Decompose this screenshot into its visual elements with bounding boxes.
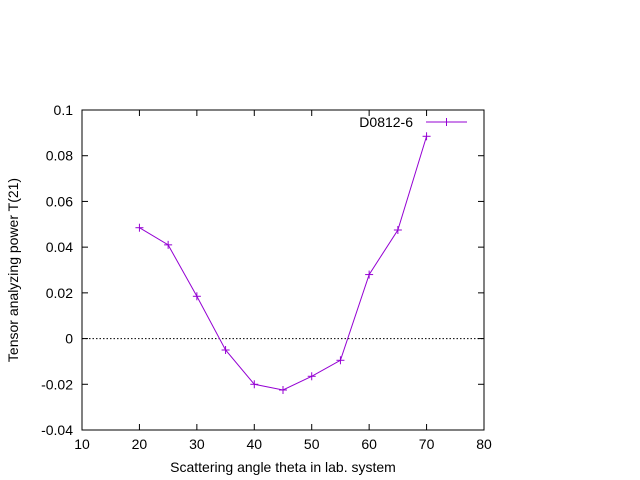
data-point [365,270,374,279]
legend: D0812-6 [359,114,467,130]
y-tick-label: 0.02 [46,285,73,301]
data-point [279,386,287,394]
ticks-layer: 10 20 30 40 50 60 70 80 -0.04 -0.02 0 0.02 0.04 0.06 0… [41,102,492,452]
data-point [393,226,402,234]
y-axis-title: Tensor analyzing power T(21) [5,178,21,362]
data-point [422,132,431,141]
x-tick-label: 50 [304,436,320,452]
x-tick-label: 10 [74,436,90,452]
legend-sample [426,118,467,126]
data-point [336,356,345,365]
x-tick-label: 80 [476,436,492,452]
series-layer [135,132,431,394]
x-tick-label: 20 [132,436,148,452]
y-tick-label: 0.04 [46,239,73,255]
y-tick-label: 0.08 [46,148,73,164]
data-point [164,240,173,249]
y-tick-label: -0.04 [41,422,73,438]
y-tick-label: 0.1 [54,102,74,118]
x-tick-label: 60 [361,436,377,452]
data-point [192,292,201,301]
x-axis-title: Scattering angle theta in lab. system [170,459,396,475]
data-point [250,380,259,389]
data-point [221,346,230,354]
x-tick-label: 70 [419,436,435,452]
y-tick-label: -0.02 [41,376,73,392]
y-tick-label: 0 [65,331,73,347]
y-tick-label: 0.06 [46,193,73,209]
data-point [135,223,144,232]
x-tick-label: 40 [246,436,262,452]
data-point [307,372,316,381]
legend-label: D0812-6 [359,114,413,130]
x-tick-label: 30 [189,436,205,452]
plot-frame [81,109,485,431]
